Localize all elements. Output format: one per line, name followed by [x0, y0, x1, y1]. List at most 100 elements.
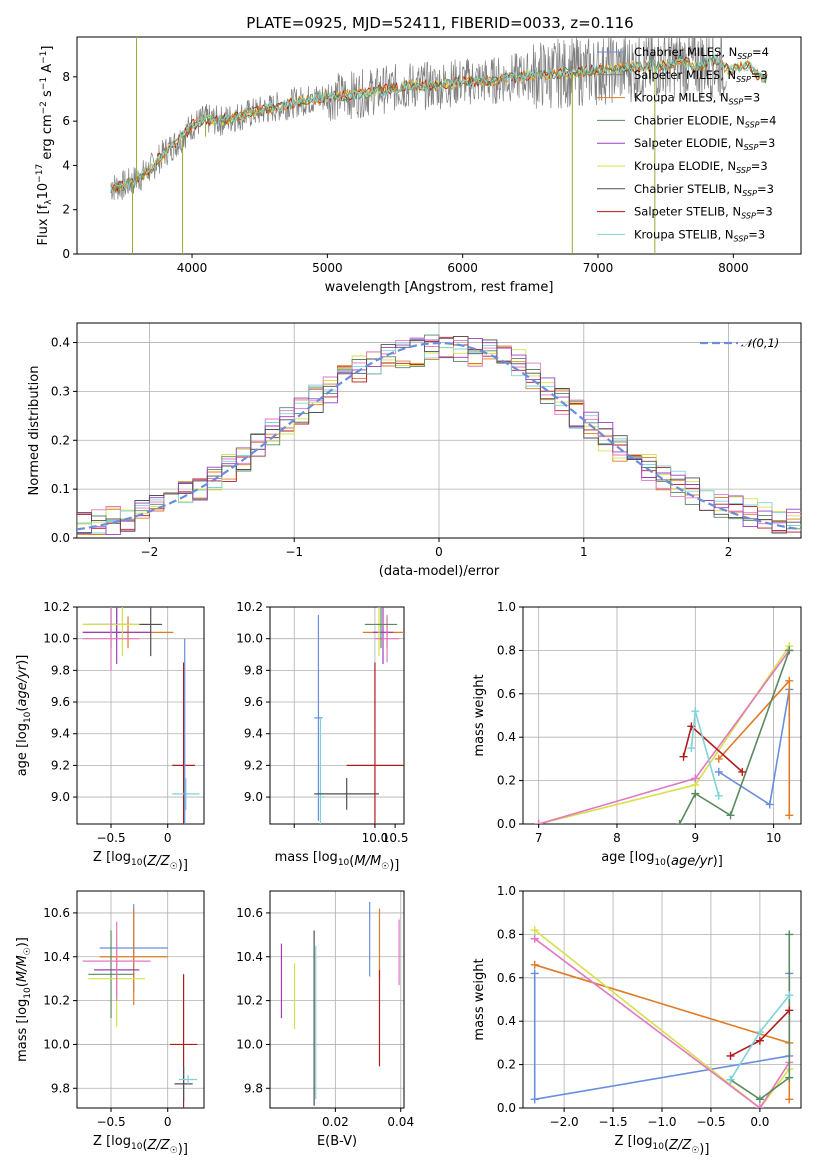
label-part: Chabrier STELIB, N	[634, 182, 742, 196]
x-tick-label: 0	[164, 1115, 172, 1129]
label-part: 10	[652, 1142, 664, 1152]
y-tick-label: 0.2	[497, 774, 516, 788]
weight-marker	[714, 754, 723, 763]
y-tick-label: 0.1	[51, 482, 70, 496]
label-part: −1	[39, 51, 49, 64]
label-part: mass [log	[15, 999, 30, 1062]
label-part: SSP	[737, 52, 752, 61]
y-tick-label: 0.8	[497, 927, 516, 941]
label-part: (data-model)/error	[379, 564, 500, 579]
y-tick-label: 9.2	[51, 758, 70, 772]
x-tick-label: 8	[613, 831, 621, 845]
label-part: Kroupa STELIB, N	[634, 227, 734, 241]
label-part: SSP	[736, 75, 751, 84]
legend-entry: Chabrier ELODIE, NSSP=4	[634, 113, 776, 129]
y-tick-label: 0.6	[497, 687, 516, 701]
label-part: age/yr	[15, 663, 30, 706]
x-tick-label: 10	[766, 831, 781, 845]
axes-frame	[76, 890, 205, 1109]
panel-z-vs-mass: −0.5 09.810.010.210.410.6Z [log10(Z/Z☉)]m…	[15, 890, 205, 1157]
x-axis-label: Z [log10(Z/Z☉)]	[615, 1134, 710, 1157]
y-tick-label: 0.6	[497, 971, 516, 985]
y-tick-label: 10.0	[43, 1037, 70, 1051]
legend-entry: Salpeter STELIB, NSSP=3	[634, 205, 773, 221]
y-tick-label: 9.0	[51, 790, 70, 804]
y-tick-label: 9.8	[51, 1081, 70, 1095]
weight-marker	[785, 1073, 794, 1082]
y-tick-label: 0.4	[497, 730, 516, 744]
label-part: ☉	[381, 862, 389, 872]
x-tick-label: 7	[535, 831, 543, 845]
weight-marker	[755, 1036, 764, 1045]
x-axis-label: (data-model)/error	[379, 564, 500, 579]
x-tick-label: 0.04	[387, 1115, 414, 1129]
x-axis-label: Z [log10(Z/Z☉)]	[93, 850, 188, 873]
label-part: =3	[748, 227, 765, 241]
axes-frame	[522, 606, 802, 825]
x-tick-label: 2	[725, 545, 733, 559]
weight-marker	[691, 789, 700, 798]
label-part: Normed distribution	[27, 366, 42, 496]
y-axis-label: age [log10(age/yr)]	[15, 655, 33, 777]
x-tick-label: −1.5	[598, 1115, 627, 1129]
y-tick-label: 0.2	[51, 433, 70, 447]
label-part: 10	[338, 858, 350, 868]
weight-marker	[726, 1075, 735, 1084]
label-part: SSP	[744, 143, 759, 152]
x-tick-label: −0.5	[96, 831, 125, 845]
y-tick-label: 10.2	[236, 994, 263, 1008]
y-tick-label: 0.0	[497, 817, 516, 831]
label-part: age [log	[15, 723, 30, 776]
y-tick-label: 10.6	[236, 906, 263, 920]
weight-marker	[785, 676, 794, 685]
label-part: )]	[15, 655, 30, 665]
legend-entry: Chabrier MILES, NSSP=4	[634, 45, 769, 61]
x-tick-label: 1	[580, 545, 588, 559]
label-part: (	[666, 854, 671, 869]
label-part: Salpeter MILES, N	[634, 68, 736, 82]
label-part: Kroupa ELODIE, N	[634, 159, 736, 173]
x-tick-label: −1	[285, 545, 303, 559]
weight-marker	[530, 960, 539, 969]
weight-marker	[738, 767, 747, 776]
y-axis-label: mass weight	[472, 958, 487, 1040]
y-tick-label: 1.0	[497, 600, 516, 614]
plot-area	[77, 334, 801, 538]
plot-area	[82, 607, 200, 824]
plot-area	[82, 904, 198, 1108]
y-axis-label: mass [log10(M/M☉)]	[15, 937, 33, 1062]
label-part: =3	[758, 136, 775, 150]
label-part: SSP	[741, 212, 756, 221]
weight-marker	[530, 1095, 539, 1104]
label-part: 10	[131, 858, 143, 868]
label-part: SSP	[734, 234, 749, 243]
weight-marker	[755, 1028, 764, 1037]
legend-entry: Kroupa ELODIE, NSSP=3	[634, 159, 768, 175]
weight-marker	[785, 991, 794, 1000]
y-tick-label: 9.4	[244, 727, 263, 741]
label-part: Z [log	[93, 850, 131, 865]
x-tick-label: 10.0	[362, 831, 389, 845]
x-tick-label: 7000	[583, 261, 614, 275]
weight-marker	[691, 707, 700, 716]
figure-title: PLATE=0925, MJD=52411, FIBERID=0033, z=0…	[246, 14, 633, 32]
weight-marker	[726, 811, 735, 820]
label-part: Z/Z	[147, 1138, 171, 1153]
label-part: )]	[699, 1142, 709, 1157]
weight-marker	[755, 1095, 764, 1104]
legend-entry: Chabrier STELIB, NSSP=3	[634, 182, 774, 198]
y-axis-label: Normed distribution	[27, 366, 42, 496]
label-part: 10	[654, 858, 666, 868]
label-part: (	[142, 854, 147, 869]
label-part: Chabrier ELODIE, N	[634, 113, 745, 127]
x-tick-label: 0	[164, 831, 172, 845]
label-part: Salpeter STELIB, N	[634, 205, 741, 219]
y-axis-label: mass weight	[472, 674, 487, 756]
x-tick-label: 0.02	[322, 1115, 349, 1129]
x-tick-label: 4000	[177, 261, 208, 275]
axes-frame	[76, 36, 802, 255]
label-part: ☉	[170, 862, 178, 872]
label-part: )]	[389, 858, 399, 873]
weight-marker	[755, 1104, 764, 1108]
label-part: mass [log	[275, 850, 338, 865]
